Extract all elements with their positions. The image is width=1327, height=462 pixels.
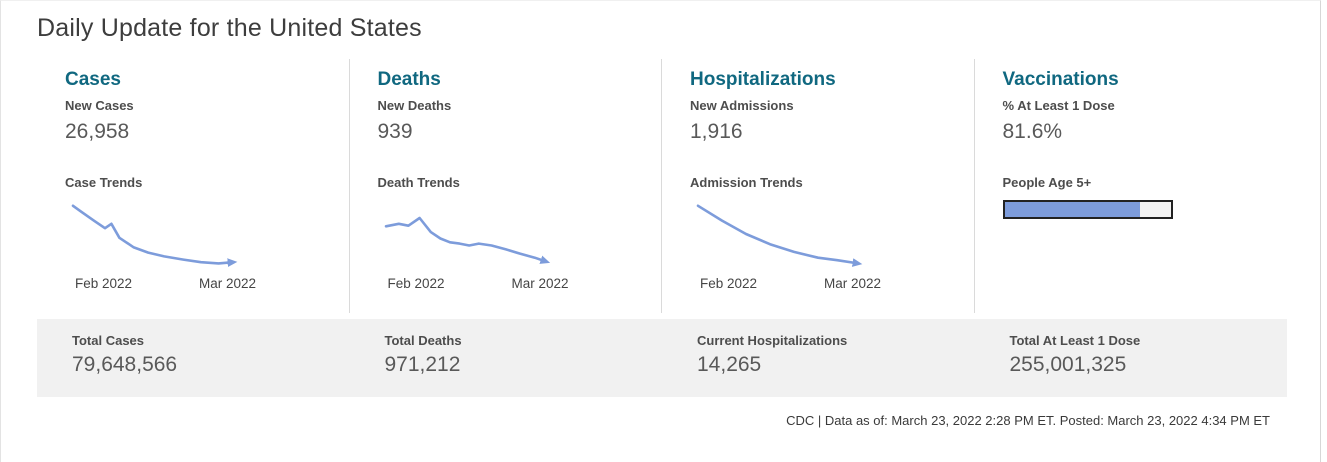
axis-tick-mar: Mar 2022 — [824, 276, 882, 291]
vaccination-progress-fill — [1004, 202, 1140, 217]
cases-card: Cases New Cases 26,958 Case Trends Feb 2… — [37, 59, 350, 313]
total-deaths-cell: Total Deaths 971,212 — [350, 319, 663, 397]
totals-band: Total Cases 79,648,566 Total Deaths 971,… — [37, 319, 1287, 397]
axis-tick-mar: Mar 2022 — [199, 276, 257, 291]
axis-tick-mar: Mar 2022 — [511, 276, 569, 291]
admission-trend-sparkline — [696, 204, 863, 267]
axis-tick-feb: Feb 2022 — [75, 276, 133, 291]
death-trend-sparkline — [384, 216, 550, 264]
total-cases-cell: Total Cases 79,648,566 — [37, 319, 350, 397]
death-trend-axis: Feb 2022 Mar 2022 — [378, 276, 578, 294]
case-trend-sparkline — [71, 204, 238, 268]
axis-tick-feb: Feb 2022 — [700, 276, 758, 291]
new-admissions-label: New Admissions — [690, 98, 794, 113]
admission-trends-label: Admission Trends — [690, 175, 803, 190]
hospitalizations-card: Hospitalizations New Admissions 1,916 Ad… — [662, 59, 975, 313]
total-cases-label: Total Cases — [72, 333, 145, 348]
total-cases-value: 79,648,566 — [72, 353, 178, 376]
hospitalizations-heading: Hospitalizations — [690, 69, 836, 90]
pct-at-least-1-dose-label: % At Least 1 Dose — [1002, 98, 1115, 113]
total-at-least-1-dose-cell: Total At Least 1 Dose 255,001,325 — [975, 319, 1288, 397]
current-hospitalizations-label: Current Hospitalizations — [697, 333, 848, 348]
new-cases-value: 26,958 — [65, 120, 130, 143]
new-admissions-value: 1,916 — [690, 120, 743, 143]
deaths-heading: Deaths — [377, 69, 441, 90]
data-source-note: CDC | Data as of: March 23, 2022 2:28 PM… — [786, 413, 1270, 428]
total-deaths-value: 971,212 — [384, 353, 461, 376]
new-cases-label: New Cases — [65, 98, 134, 113]
cases-heading: Cases — [65, 69, 121, 90]
admission-trend-axis: Feb 2022 Mar 2022 — [690, 276, 890, 294]
total-at-least-1-dose-value: 255,001,325 — [1009, 353, 1127, 376]
total-at-least-1-dose-label: Total At Least 1 Dose — [1009, 333, 1141, 348]
page-title: Daily Update for the United States — [37, 14, 422, 42]
total-deaths-label: Total Deaths — [384, 333, 462, 348]
vaccinations-card: Vaccinations % At Least 1 Dose 81.6% Peo… — [975, 59, 1288, 313]
new-deaths-label: New Deaths — [377, 98, 452, 113]
vaccinations-heading: Vaccinations — [1002, 69, 1119, 90]
case-trends-label: Case Trends — [65, 175, 143, 190]
admission-trend-chart: Feb 2022 Mar 2022 — [690, 196, 890, 294]
death-trends-label: Death Trends — [377, 175, 460, 190]
death-trend-chart: Feb 2022 Mar 2022 — [378, 196, 578, 294]
metrics-row: Cases New Cases 26,958 Case Trends Feb 2… — [37, 59, 1287, 313]
current-hospitalizations-value: 14,265 — [697, 353, 762, 376]
deaths-card: Deaths New Deaths 939 Death Trends Feb 2… — [350, 59, 662, 313]
new-deaths-value: 939 — [377, 120, 413, 143]
case-trend-chart: Feb 2022 Mar 2022 — [65, 196, 265, 294]
current-hospitalizations-cell: Current Hospitalizations 14,265 — [662, 319, 975, 397]
vaccination-progress-bar — [1002, 200, 1173, 219]
case-trend-axis: Feb 2022 Mar 2022 — [65, 276, 265, 294]
pct-at-least-1-dose-value: 81.6% — [1002, 120, 1063, 143]
people-age-5plus-label: People Age 5+ — [1002, 175, 1092, 190]
axis-tick-feb: Feb 2022 — [387, 276, 445, 291]
